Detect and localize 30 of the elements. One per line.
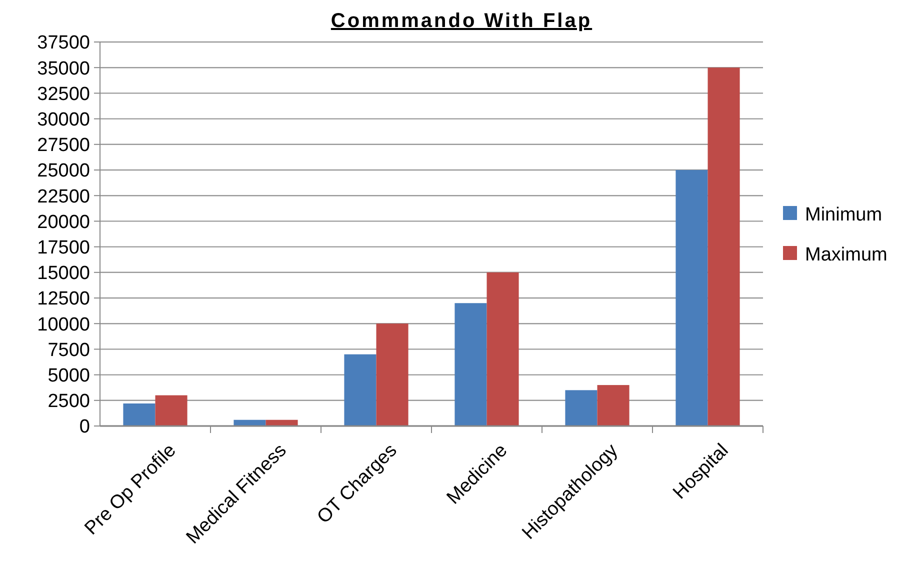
- y-tick-label: 25000: [37, 160, 90, 182]
- legend-label: Minimum: [805, 204, 882, 226]
- y-tick-label: 5000: [48, 365, 90, 386]
- y-tick-label: 27500: [37, 135, 90, 156]
- bar: [234, 420, 266, 426]
- y-tick-label: 12500: [37, 288, 90, 310]
- bar: [486, 272, 519, 426]
- y-tick-label: 32500: [37, 84, 90, 105]
- y-tick-label: 10000: [37, 314, 90, 336]
- y-tick-label: 15000: [37, 263, 90, 284]
- bar: [123, 403, 156, 426]
- bar: [708, 68, 740, 426]
- y-tick-label: 0: [79, 416, 90, 438]
- bar: [376, 324, 408, 426]
- bar: [155, 395, 188, 426]
- y-tick-label: 17500: [37, 237, 90, 258]
- y-tick-label: 7500: [48, 340, 90, 361]
- y-tick-label: 20000: [37, 212, 90, 233]
- bar: [344, 354, 376, 426]
- bar: [676, 170, 708, 426]
- y-tick-label: 2500: [48, 391, 90, 412]
- y-tick-label: 35000: [37, 58, 90, 80]
- y-tick-label: 30000: [37, 109, 90, 130]
- y-tick-label: 22500: [37, 186, 90, 208]
- bar: [454, 303, 487, 426]
- legend-label: Maximum: [805, 244, 888, 266]
- bar: [597, 385, 630, 426]
- chart-title: Commmando With Flap: [330, 10, 592, 32]
- bar: [565, 390, 598, 426]
- y-tick-label: 37500: [37, 32, 90, 54]
